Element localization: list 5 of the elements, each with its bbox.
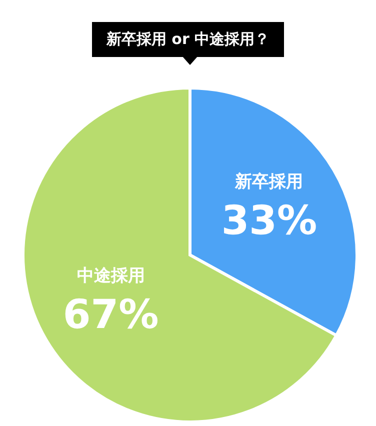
slice-label: 新卒採用 — [234, 172, 304, 192]
data-label: 33% — [221, 198, 318, 244]
data-label: 67% — [62, 292, 159, 338]
chart-title: 新卒採用 or 中途採用？ — [92, 22, 284, 57]
slice-label: 中途採用 — [76, 266, 145, 286]
